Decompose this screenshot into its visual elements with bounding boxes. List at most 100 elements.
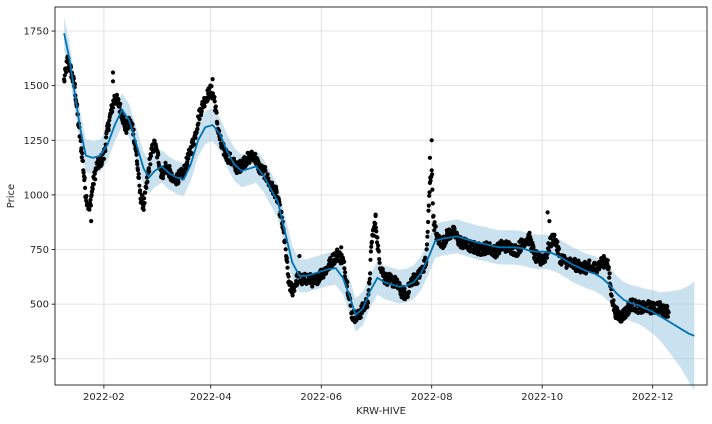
actual-point [374,229,379,234]
actual-point [110,109,115,114]
actual-point [527,230,532,235]
actual-point [377,260,382,265]
actual-point [265,172,270,177]
actual-point [124,130,129,135]
actual-point [368,271,373,276]
actual-point [104,135,109,140]
actual-point [212,99,217,104]
actual-point [202,104,207,109]
actual-point [547,219,552,224]
actual-point [148,162,153,167]
actual-point [142,196,147,201]
actual-point [253,151,258,157]
actual-point [376,243,381,248]
actual-point [92,171,97,176]
actual-point [89,219,94,224]
actual-point [143,190,148,195]
actual-point [518,248,523,253]
actual-point [212,94,217,100]
actual-point [377,257,382,262]
x-tick-label: 2022-10 [521,392,563,403]
actual-point [606,265,611,270]
y-axis-title: Price [6,184,17,208]
actual-point [62,73,67,78]
actual-point [423,255,428,260]
actual-point [358,315,363,320]
actual-point [369,244,374,249]
actual-point [136,171,141,177]
actual-point [367,276,372,282]
y-tick-label: 1250 [24,136,49,147]
actual-point [368,257,373,262]
actual-point [91,182,96,187]
actual-point [367,281,372,286]
actual-point [452,226,457,232]
actual-point [345,280,350,285]
actual-point [402,286,407,291]
actual-point [214,110,219,115]
actual-point [88,197,93,202]
actual-point [64,70,69,75]
actual-point [428,178,433,183]
actual-point [101,156,106,161]
actual-point [142,201,147,206]
actual-point [605,258,610,263]
actual-point [380,267,385,272]
actual-point [106,123,112,128]
actual-point [369,239,374,244]
actual-point [342,259,347,264]
actual-point [375,235,380,240]
actual-point [152,139,157,144]
actual-point [176,179,181,184]
x-tick-label: 2022-06 [300,392,342,403]
actual-point [544,255,550,260]
actual-point [587,258,592,263]
actual-point [247,160,252,165]
actual-point [300,281,305,286]
x-tick-label: 2022-02 [83,392,125,403]
actual-point [144,185,149,190]
actual-point [427,190,432,195]
actual-point [374,240,380,245]
actual-point [425,229,430,234]
actual-point [415,281,420,286]
actual-point [215,121,220,126]
actual-point [135,162,140,167]
actual-point [432,228,437,233]
actual-point [284,255,289,260]
actual-point [430,172,435,177]
actual-point [185,160,190,165]
actual-point [425,234,430,239]
actual-point [118,101,123,106]
actual-point [210,77,215,82]
actual-point [135,168,140,173]
actual-point [110,79,116,84]
actual-point [196,121,201,126]
actual-point [552,232,557,237]
actual-point [339,245,344,250]
actual-point [429,138,434,143]
x-axis-title: KRW-HIVE [356,406,406,417]
actual-point [430,201,435,206]
x-axis-ticks: 2022-02 2022-04 2022-06 2022-08 2022-10 2022-… [83,385,674,403]
actual-point [365,304,370,310]
actual-point [134,149,139,154]
forecast-series-line [63,33,695,337]
actual-point [373,221,378,226]
forecast-line [63,33,695,337]
actual-point [431,213,436,218]
actual-point [429,168,434,173]
actual-point [545,210,550,215]
actual-point [607,271,612,276]
actual-point [116,97,121,102]
y-tick-label: 500 [30,300,49,311]
actual-point [666,310,671,315]
actual-point [186,156,191,161]
actual-point [136,175,142,180]
actual-point [430,187,435,192]
actual-point [626,311,631,316]
actual-point [368,249,373,254]
actual-point [376,249,381,254]
actual-point [90,187,95,192]
